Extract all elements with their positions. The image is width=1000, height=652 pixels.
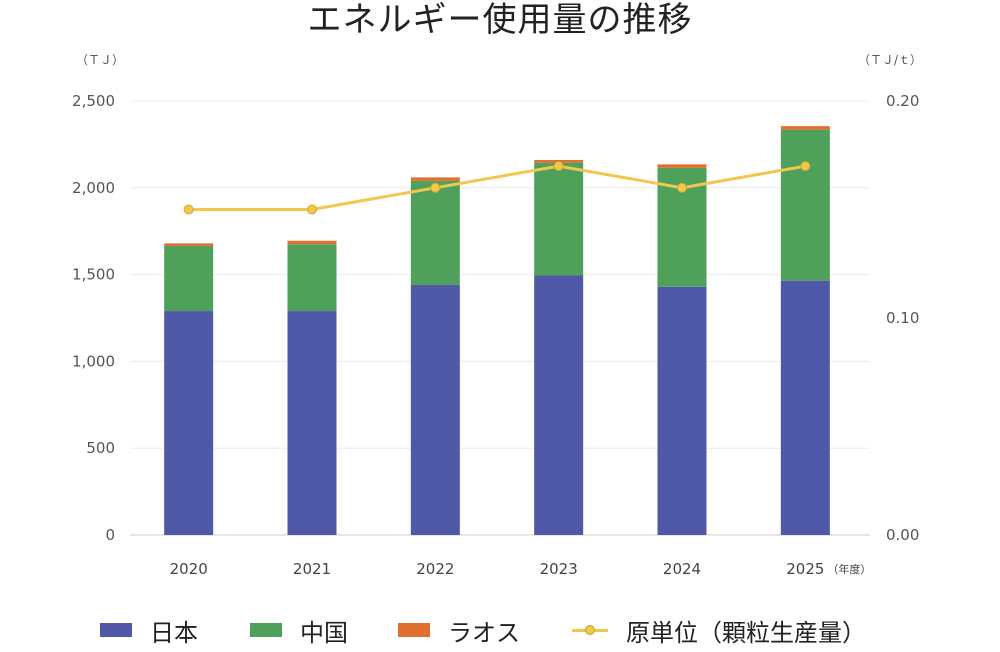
bar-中国 — [410, 180, 460, 286]
legend-item-intensity: 原単位（顆粒生産量） — [572, 610, 866, 650]
line-point-intensity — [430, 182, 441, 193]
bar-中国 — [164, 245, 214, 312]
legend-label-japan: 日本 — [150, 618, 198, 647]
x-tick-label: 2020 — [170, 560, 208, 578]
legend-swatch-china — [250, 623, 282, 637]
bar-ラオス — [410, 177, 460, 181]
line-point-intensity — [553, 161, 564, 172]
y-left-tick-label: 0 — [105, 526, 115, 544]
chart-legend: 日本 中国 ラオス 原単位（顆粒生産量） — [0, 610, 1000, 650]
bar-日本 — [164, 311, 214, 535]
legend-swatch-japan — [100, 623, 132, 637]
bar-中国 — [287, 244, 337, 312]
y-left-tick-label: 500 — [86, 439, 115, 457]
x-tick-label: 2021 — [293, 560, 331, 578]
legend-item-japan: 日本 — [100, 610, 198, 650]
stacked-bar-line-chart: 0 500 1,000 1,500 2,000 2,500 0.00 0.10 0.20 （ＴＪ）… — [72, 53, 922, 578]
legend-swatch-laos — [398, 623, 430, 637]
bar-日本 — [780, 280, 830, 535]
bar-日本 — [410, 285, 460, 535]
x-tick-label: 2025 — [786, 560, 824, 578]
bar-日本 — [534, 275, 584, 535]
line-point-intensity — [307, 204, 317, 215]
line-point-intensity — [800, 161, 811, 172]
x-tick-label: 2024 — [663, 560, 701, 578]
bar-ラオス — [164, 243, 214, 246]
y-right-tick-label: 0.00 — [886, 526, 919, 544]
y-left-unit-label: （ＴＪ） — [76, 53, 124, 67]
bar-ラオス — [657, 164, 707, 168]
chart-title: エネルギー使用量の推移 — [307, 0, 693, 40]
legend-line-intensity — [572, 623, 608, 637]
line-intensity — [188, 164, 806, 211]
y-right-unit-label: （ＴＪ/ｔ） — [858, 53, 922, 67]
bar-ラオス — [287, 240, 337, 245]
line-point-intensity — [183, 204, 194, 215]
legend-item-china: 中国 — [250, 610, 348, 650]
y-left-tick-label: 2,500 — [72, 92, 115, 110]
x-axis-unit-label: （年度） — [827, 562, 871, 576]
line-point-intensity — [677, 182, 687, 193]
legend-label-china: 中国 — [300, 618, 348, 647]
bar-中国 — [780, 129, 830, 281]
legend-label-intensity: 原単位（顆粒生産量） — [626, 618, 866, 647]
bar-日本 — [287, 311, 337, 535]
legend-item-laos: ラオス — [398, 610, 520, 650]
y-left-tick-label: 1,500 — [72, 266, 115, 284]
bar-日本 — [657, 286, 707, 535]
legend-label-laos: ラオス — [448, 618, 520, 647]
y-right-tick-label: 0.10 — [886, 309, 919, 327]
bar-中国 — [534, 162, 584, 276]
y-right-tick-label: 0.20 — [886, 92, 919, 110]
x-tick-label: 2023 — [540, 560, 578, 578]
bar-ラオス — [780, 126, 830, 130]
x-tick-label: 2022 — [416, 560, 454, 578]
y-left-tick-label: 2,000 — [72, 179, 115, 197]
y-left-tick-label: 1,000 — [72, 352, 115, 370]
